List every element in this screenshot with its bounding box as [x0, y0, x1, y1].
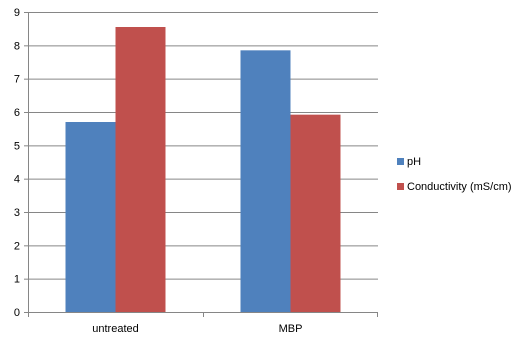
y-tick-label: 2	[14, 240, 20, 252]
y-tick-label: 4	[14, 174, 20, 186]
x-tick-label: MBP	[279, 323, 303, 335]
legend-label-conductivity: Conductivity (mS/cm)	[407, 181, 512, 193]
legend-swatch-ph	[397, 158, 404, 165]
y-tick-label: 8	[14, 40, 20, 52]
y-tick-label: 7	[14, 74, 20, 86]
bar-mbp-ph	[240, 50, 291, 312]
x-tick-label: untreated	[92, 323, 138, 335]
y-tick-label: 0	[14, 307, 20, 319]
legend-label-ph: pH	[407, 156, 421, 168]
y-tick-label: 9	[14, 7, 20, 19]
bar-untreated-ph	[65, 122, 116, 312]
legend: pH Conductivity (mS/cm)	[397, 156, 512, 193]
bar-untreated-conductivity	[115, 27, 166, 312]
y-tick-label: 5	[14, 140, 20, 152]
y-tick-label: 1	[14, 274, 20, 286]
y-axis-ticks: 0 1 2 3 4 5 6 7 8 9	[14, 7, 28, 319]
y-tick-label: 3	[14, 207, 20, 219]
x-axis-ticks: untreated MBP	[28, 312, 378, 335]
bar-mbp-conductivity	[290, 114, 341, 313]
bars	[65, 27, 341, 313]
y-tick-label: 6	[14, 107, 20, 119]
legend-swatch-conductivity	[397, 183, 404, 190]
